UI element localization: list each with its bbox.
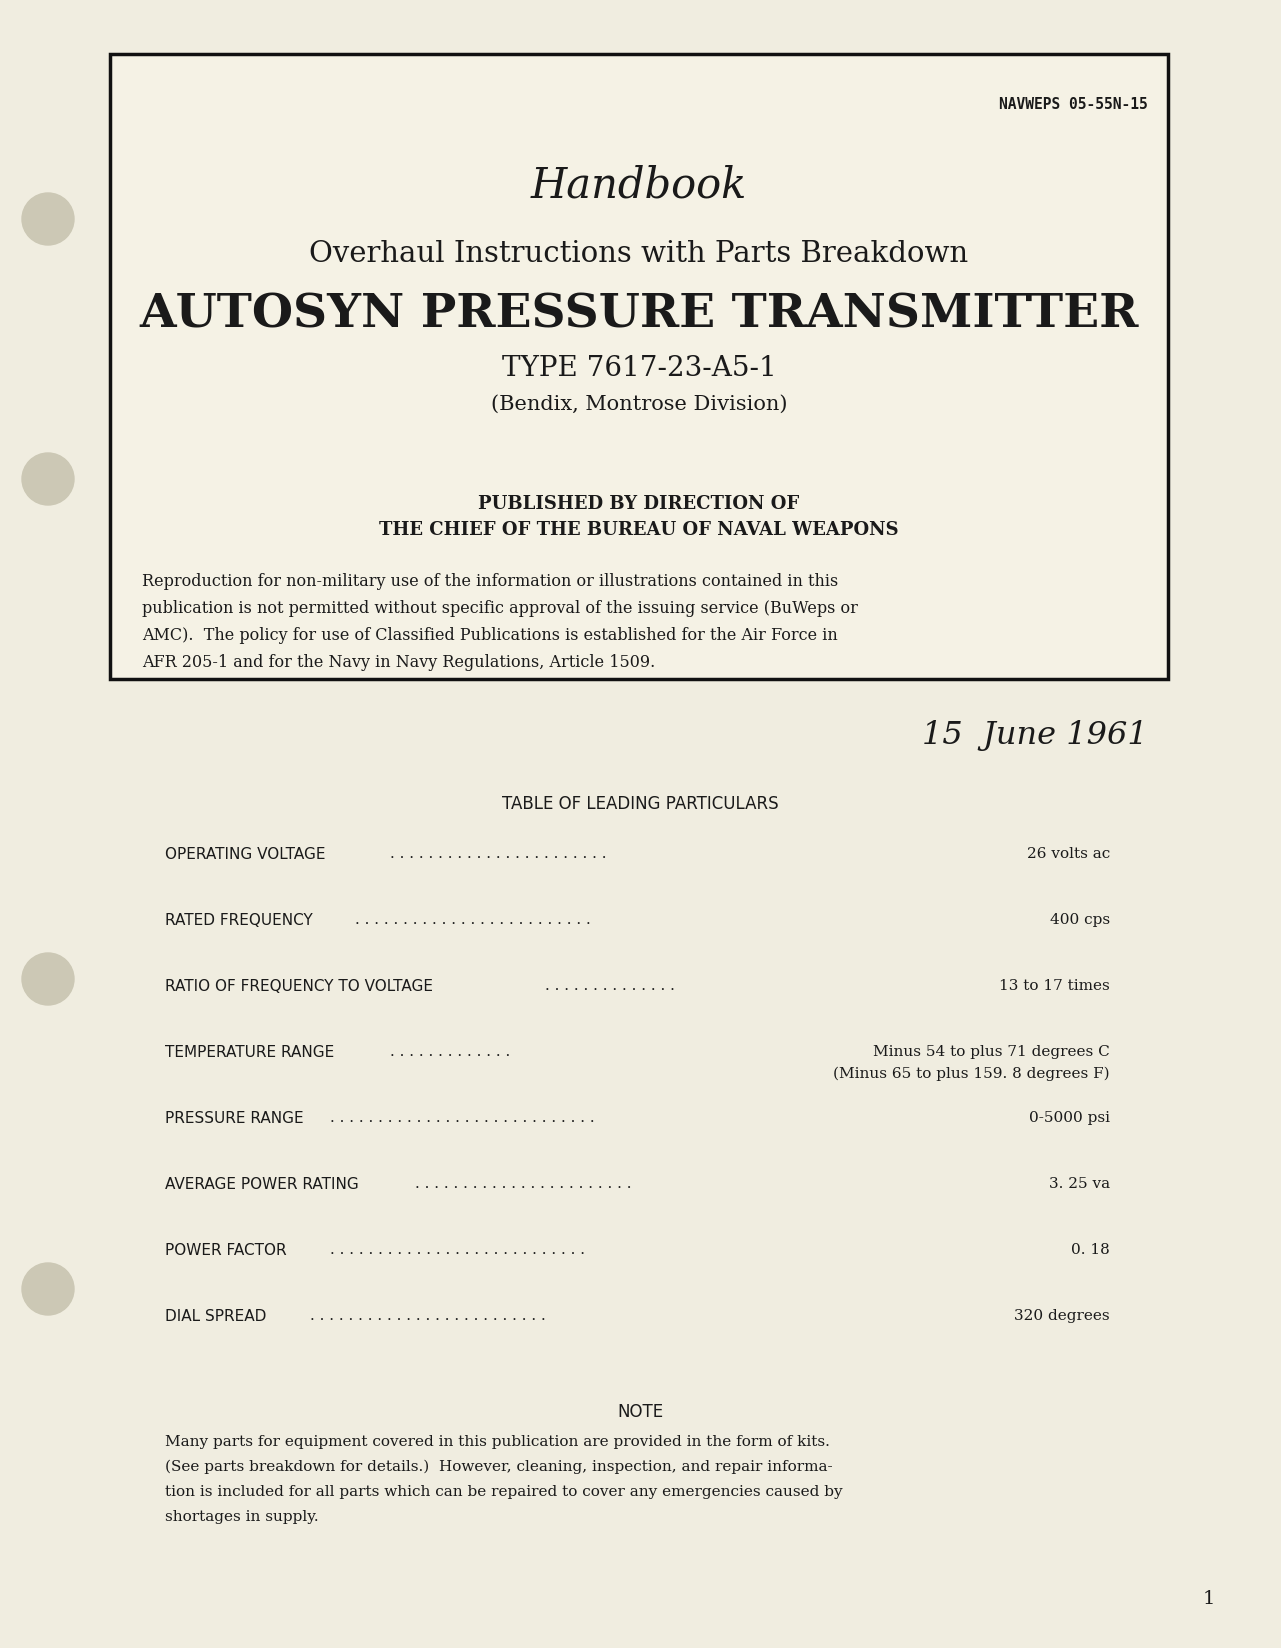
Text: publication is not permitted without specific approval of the issuing service (B: publication is not permitted without spe… (142, 600, 858, 616)
Text: Handbook: Handbook (530, 165, 747, 208)
Text: AMC).  The policy for use of Classified Publications is established for the Air : AMC). The policy for use of Classified P… (142, 626, 838, 644)
Text: tion is included for all parts which can be repaired to cover any emergencies ca: tion is included for all parts which can… (165, 1485, 843, 1498)
Text: TABLE OF LEADING PARTICULARS: TABLE OF LEADING PARTICULARS (502, 794, 779, 812)
Circle shape (22, 453, 74, 506)
Text: 400 cps: 400 cps (1050, 913, 1111, 926)
Text: RATIO OF FREQUENCY TO VOLTAGE: RATIO OF FREQUENCY TO VOLTAGE (165, 979, 433, 994)
Text: Overhaul Instructions with Parts Breakdown: Overhaul Instructions with Parts Breakdo… (310, 241, 968, 269)
Text: . . . . . . . . . . . . . .: . . . . . . . . . . . . . . (544, 979, 675, 992)
Text: 1: 1 (1203, 1589, 1214, 1607)
Text: 15  June 1961: 15 June 1961 (922, 720, 1148, 750)
Text: AFR 205-1 and for the Navy in Navy Regulations, Article 1509.: AFR 205-1 and for the Navy in Navy Regul… (142, 654, 656, 671)
Text: PRESSURE RANGE: PRESSURE RANGE (165, 1111, 304, 1126)
Text: . . . . . . . . . . . . . . . . . . . . . . .: . . . . . . . . . . . . . . . . . . . . … (415, 1177, 632, 1190)
Text: THE CHIEF OF THE BUREAU OF NAVAL WEAPONS: THE CHIEF OF THE BUREAU OF NAVAL WEAPONS (379, 521, 899, 539)
Text: . . . . . . . . . . . . . . . . . . . . . . . . . . .: . . . . . . . . . . . . . . . . . . . . … (330, 1243, 585, 1256)
Text: (Minus 65 to plus 159. 8 degrees F): (Minus 65 to plus 159. 8 degrees F) (834, 1066, 1111, 1081)
Text: shortages in supply.: shortages in supply. (165, 1510, 319, 1523)
Text: Minus 54 to plus 71 degrees C: Minus 54 to plus 71 degrees C (874, 1045, 1111, 1058)
Text: 320 degrees: 320 degrees (1015, 1309, 1111, 1322)
Text: 0. 18: 0. 18 (1071, 1243, 1111, 1256)
Text: PUBLISHED BY DIRECTION OF: PUBLISHED BY DIRECTION OF (478, 494, 799, 513)
Text: Reproduction for non-military use of the information or illustrations contained : Reproduction for non-military use of the… (142, 572, 838, 590)
Text: . . . . . . . . . . . . .: . . . . . . . . . . . . . (389, 1045, 510, 1058)
Text: . . . . . . . . . . . . . . . . . . . . . . . . .: . . . . . . . . . . . . . . . . . . . . … (310, 1309, 546, 1322)
Text: (See parts breakdown for details.)  However, cleaning, inspection, and repair in: (See parts breakdown for details.) Howev… (165, 1458, 833, 1473)
Text: TEMPERATURE RANGE: TEMPERATURE RANGE (165, 1045, 334, 1060)
Text: . . . . . . . . . . . . . . . . . . . . . . .: . . . . . . . . . . . . . . . . . . . . … (389, 847, 606, 860)
Text: (Bendix, Montrose Division): (Bendix, Montrose Division) (491, 396, 788, 414)
Text: . . . . . . . . . . . . . . . . . . . . . . . . . . . .: . . . . . . . . . . . . . . . . . . . . … (330, 1111, 594, 1124)
Circle shape (22, 1264, 74, 1315)
Text: DIAL SPREAD: DIAL SPREAD (165, 1309, 266, 1323)
Text: NOTE: NOTE (617, 1402, 664, 1421)
Text: 13 to 17 times: 13 to 17 times (999, 979, 1111, 992)
Text: TYPE 7617-23-A5-1: TYPE 7617-23-A5-1 (502, 354, 776, 382)
Text: OPERATING VOLTAGE: OPERATING VOLTAGE (165, 847, 325, 862)
Text: 0-5000 psi: 0-5000 psi (1029, 1111, 1111, 1124)
Circle shape (22, 194, 74, 246)
Text: Many parts for equipment covered in this publication are provided in the form of: Many parts for equipment covered in this… (165, 1434, 830, 1449)
Circle shape (22, 954, 74, 1005)
Text: 26 volts ac: 26 volts ac (1027, 847, 1111, 860)
Text: AUTOSYN PRESSURE TRANSMITTER: AUTOSYN PRESSURE TRANSMITTER (140, 292, 1139, 338)
Text: NAVWEPS 05-55N-15: NAVWEPS 05-55N-15 (999, 97, 1148, 112)
Bar (110, 54, 1168, 679)
Text: POWER FACTOR: POWER FACTOR (165, 1243, 287, 1257)
Text: RATED FREQUENCY: RATED FREQUENCY (165, 913, 313, 928)
Text: 3. 25 va: 3. 25 va (1049, 1177, 1111, 1190)
Text: . . . . . . . . . . . . . . . . . . . . . . . . .: . . . . . . . . . . . . . . . . . . . . … (355, 913, 591, 926)
Text: AVERAGE POWER RATING: AVERAGE POWER RATING (165, 1177, 359, 1192)
